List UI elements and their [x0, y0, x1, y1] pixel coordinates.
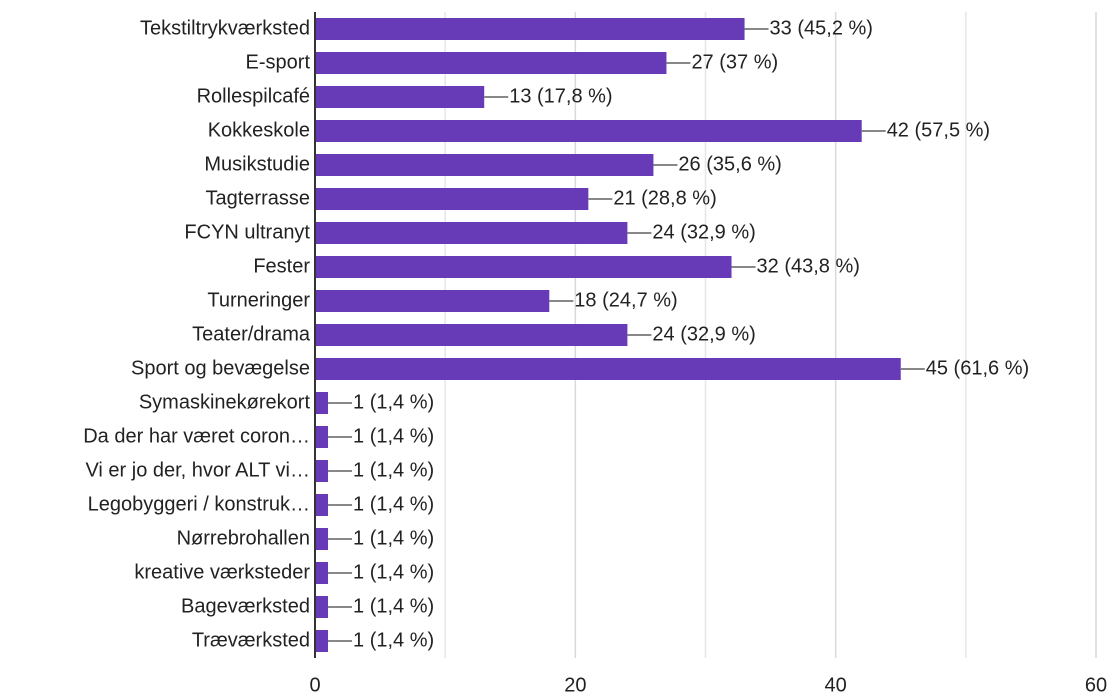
- y-tick-label: Legobyggeri / konstruk…: [88, 493, 310, 515]
- x-tick-label: 0: [309, 674, 320, 696]
- bar: [315, 324, 628, 346]
- value-label: 42 (57,5 %): [887, 119, 990, 141]
- y-tick-label: Symaskinekørekort: [139, 391, 311, 413]
- y-tick-label: Tekstiltrykværksted: [140, 17, 310, 39]
- bar: [315, 86, 485, 108]
- y-tick-label: FCYN ultranyt: [184, 221, 310, 243]
- y-tick-label: Da der har været coron…: [83, 425, 310, 447]
- y-tick-label: Teater/drama: [192, 323, 311, 345]
- bar: [315, 426, 329, 448]
- value-label: 1 (1,4 %): [353, 459, 434, 481]
- value-label: 26 (35,6 %): [678, 153, 781, 175]
- bar: [315, 392, 329, 414]
- value-label: 24 (32,9 %): [652, 323, 755, 345]
- value-label: 33 (45,2 %): [770, 17, 873, 39]
- value-label: 1 (1,4 %): [353, 527, 434, 549]
- value-label: 27 (37 %): [691, 51, 778, 73]
- x-tick-label: 40: [825, 674, 847, 696]
- bar: [315, 222, 628, 244]
- y-tick-label: Musikstudie: [204, 153, 310, 175]
- bar: [315, 290, 550, 312]
- y-tick-label: Sport og bevægelse: [131, 357, 310, 379]
- value-label: 1 (1,4 %): [353, 425, 434, 447]
- value-label: 1 (1,4 %): [353, 595, 434, 617]
- bar: [315, 188, 589, 210]
- value-label: 21 (28,8 %): [613, 187, 716, 209]
- y-tick-label: Kokkeskole: [208, 119, 310, 141]
- bar: [315, 528, 329, 550]
- y-tick-label: Turneringer: [207, 289, 310, 311]
- value-label: 1 (1,4 %): [353, 391, 434, 413]
- bar: [315, 596, 329, 618]
- y-tick-label: Træværksted: [192, 629, 310, 651]
- bar: [315, 120, 862, 142]
- y-tick-label: kreative værksteder: [134, 561, 310, 583]
- value-label: 32 (43,8 %): [757, 255, 860, 277]
- y-tick-label: Vi er jo der, hvor ALT vi…: [85, 459, 310, 481]
- bar: [315, 358, 901, 380]
- y-tick-label: Tagterrasse: [206, 187, 311, 209]
- value-label: 1 (1,4 %): [353, 561, 434, 583]
- value-label: 45 (61,6 %): [926, 357, 1029, 379]
- y-tick-label: Fester: [253, 255, 310, 277]
- y-tick-label: Rollespilcafé: [197, 85, 310, 107]
- bar: [315, 494, 329, 516]
- x-tick-label: 60: [1085, 674, 1107, 696]
- y-tick-label: E-sport: [246, 51, 311, 73]
- bar: [315, 52, 667, 74]
- bar: [315, 460, 329, 482]
- value-label: 18 (24,7 %): [574, 289, 677, 311]
- value-label: 13 (17,8 %): [509, 85, 612, 107]
- bar: [315, 18, 745, 40]
- x-tick-label: 20: [564, 674, 586, 696]
- y-tick-label: Bageværksted: [181, 595, 310, 617]
- value-label: 1 (1,4 %): [353, 629, 434, 651]
- bar: [315, 154, 654, 176]
- y-tick-label: Nørrebrohallen: [177, 527, 310, 549]
- value-label: 24 (32,9 %): [652, 221, 755, 243]
- value-label: 1 (1,4 %): [353, 493, 434, 515]
- bar: [315, 562, 329, 584]
- bar: [315, 256, 732, 278]
- bar: [315, 630, 329, 652]
